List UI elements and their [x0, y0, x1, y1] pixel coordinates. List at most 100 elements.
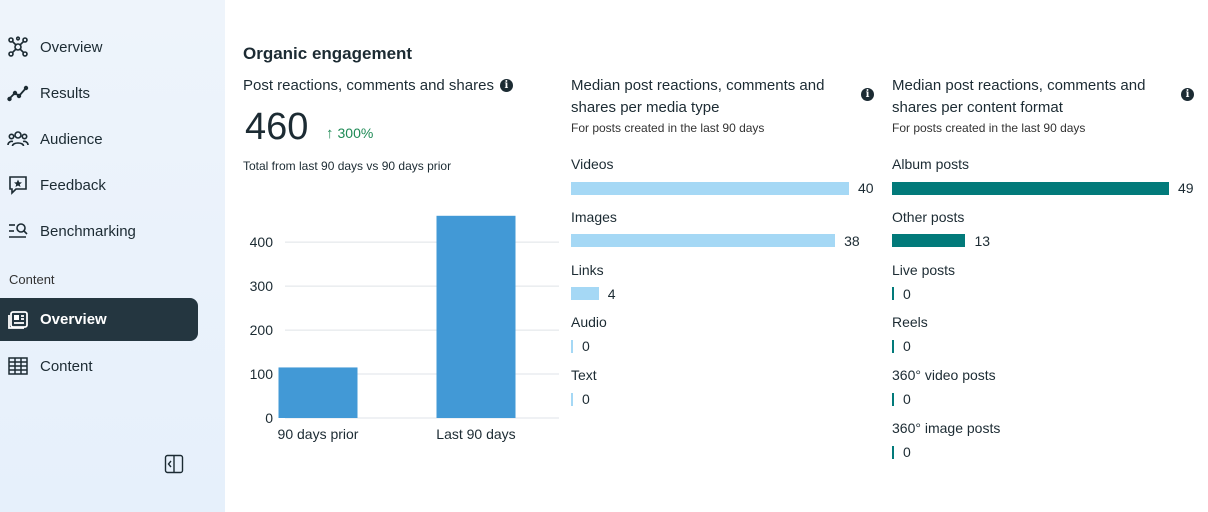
sidebar-item-label: Feedback [40, 176, 106, 194]
bar[interactable] [892, 392, 894, 406]
bar-row: Audio 0 [571, 314, 607, 356]
bar-row: Text 0 [571, 367, 597, 409]
bar-row: Album posts 49 [892, 156, 1194, 198]
bar-value: 0 [903, 285, 911, 302]
sidebar-item-feedback[interactable]: Feedback [0, 165, 198, 205]
content-format-title: Median post reactions, comments and shar… [892, 77, 1146, 116]
bar-line: 0 [892, 389, 996, 409]
content-overview-icon [7, 309, 29, 331]
bar-value: 40 [858, 180, 874, 196]
bar-value: 0 [582, 338, 590, 355]
bar-row: 360° image posts 0 [892, 420, 1000, 462]
bar-line: 0 [571, 336, 607, 356]
collapse-panel-icon [164, 454, 184, 479]
y-tick-label: 100 [250, 366, 274, 382]
section-title: Organic engagement [243, 44, 413, 63]
bar-value: 4 [607, 285, 616, 302]
bar-label: Images [571, 208, 617, 225]
y-tick-label: 0 [265, 410, 273, 426]
sidebar-item-overview[interactable]: Overview [0, 27, 198, 67]
x-category-label: Last 90 days [436, 426, 515, 442]
bar-label: Videos [571, 156, 614, 172]
bar-label: Audio [571, 314, 607, 331]
sidebar-item-label: Audience [40, 130, 103, 148]
feedback-icon [7, 174, 29, 196]
bar-value: 0 [582, 391, 590, 408]
bar-value: 49 [1178, 180, 1194, 196]
delta-value: 300% [337, 125, 374, 141]
bar-line: 40 [571, 178, 874, 198]
bar-line: 4 [571, 284, 616, 304]
bar-value: 13 [974, 232, 991, 249]
sidebar-item-content-overview[interactable]: Overview [0, 298, 198, 341]
bar-row: Other posts 13 [892, 209, 990, 251]
engagement-title: Post reactions, comments and shares [243, 77, 494, 94]
bar-line: 0 [892, 284, 955, 304]
media-type-title: Median post reactions, comments and shar… [571, 77, 825, 116]
chart-bar[interactable] [278, 367, 358, 418]
sidebar-item-label: Content [40, 357, 93, 375]
bar-value: 0 [903, 444, 911, 460]
bar-value: 0 [903, 338, 911, 355]
sidebar-item-audience[interactable]: Audience [0, 119, 198, 159]
bar[interactable] [571, 339, 573, 353]
bar-row: Reels 0 [892, 314, 928, 356]
bar[interactable] [571, 234, 836, 248]
info-icon[interactable]: i [1181, 88, 1194, 101]
bar-row: 360° video posts 0 [892, 367, 996, 409]
bar-line: 0 [892, 336, 928, 356]
bar[interactable] [571, 392, 573, 406]
chart-bar[interactable] [436, 215, 516, 418]
bar-line: 49 [892, 178, 1194, 198]
bar-label: Album posts [892, 156, 970, 172]
bar-row: Images 38 [571, 209, 860, 251]
info-icon[interactable]: i [499, 79, 513, 92]
sidebar-item-label: Overview [40, 311, 107, 328]
main-content: Organic engagement Post reactions, comme… [225, 0, 1208, 512]
collapse-sidebar-button[interactable] [163, 454, 185, 479]
y-tick-label: 300 [250, 278, 274, 294]
sidebar-item-label: Benchmarking [40, 222, 136, 240]
bar-row: Videos 40 [571, 156, 874, 198]
bar-line: 0 [892, 442, 1000, 462]
overview-icon [7, 36, 29, 58]
media-type-subtitle: For posts created in the last 90 days [571, 121, 765, 135]
sidebar-item-benchmarking[interactable]: Benchmarking [0, 211, 198, 251]
y-tick-label: 400 [250, 234, 274, 250]
benchmarking-icon [7, 220, 29, 242]
bar[interactable] [892, 445, 894, 459]
bar[interactable] [892, 339, 894, 353]
bar[interactable] [892, 181, 1169, 195]
engagement-total: 460 [245, 106, 309, 148]
bar[interactable] [892, 234, 966, 248]
bar-line: 38 [571, 231, 860, 251]
results-icon [7, 82, 29, 104]
bar-label: Live posts [892, 261, 956, 278]
engagement-delta: ↑ 300% [326, 125, 373, 142]
sidebar-item-results[interactable]: Results [0, 73, 198, 113]
bar-value: 38 [844, 232, 860, 249]
sidebar-item-label: Overview [40, 38, 103, 56]
audience-icon [7, 128, 29, 150]
bar[interactable] [892, 287, 894, 301]
content-format-subtitle: For posts created in the last 90 days [892, 121, 1086, 135]
bar-row: Live posts 0 [892, 262, 955, 304]
bar-line: 13 [892, 231, 990, 251]
bar-row: Links 4 [571, 262, 616, 304]
x-category-label: 90 days prior [278, 426, 359, 442]
engagement-note: Total from last 90 days vs 90 days prior [243, 159, 452, 173]
y-tick-label: 200 [250, 322, 274, 338]
sidebar: Overview Results Audience Feedback [0, 0, 225, 512]
bar-label: Other posts [892, 208, 965, 225]
bar-label: 360° video posts [892, 367, 996, 384]
bar-label: 360° image posts [892, 420, 1001, 436]
bar-label: Links [571, 261, 604, 278]
table-icon [7, 355, 29, 377]
engagement-bar-chart: 0 100 200 300 400 90 days prior Last 90 days [250, 215, 559, 442]
info-icon[interactable]: i [861, 88, 874, 101]
bar[interactable] [571, 287, 599, 301]
sidebar-item-content[interactable]: Content [0, 346, 198, 386]
bar-line: 0 [571, 389, 597, 409]
sidebar-item-label: Results [40, 84, 91, 102]
bar[interactable] [571, 181, 849, 195]
